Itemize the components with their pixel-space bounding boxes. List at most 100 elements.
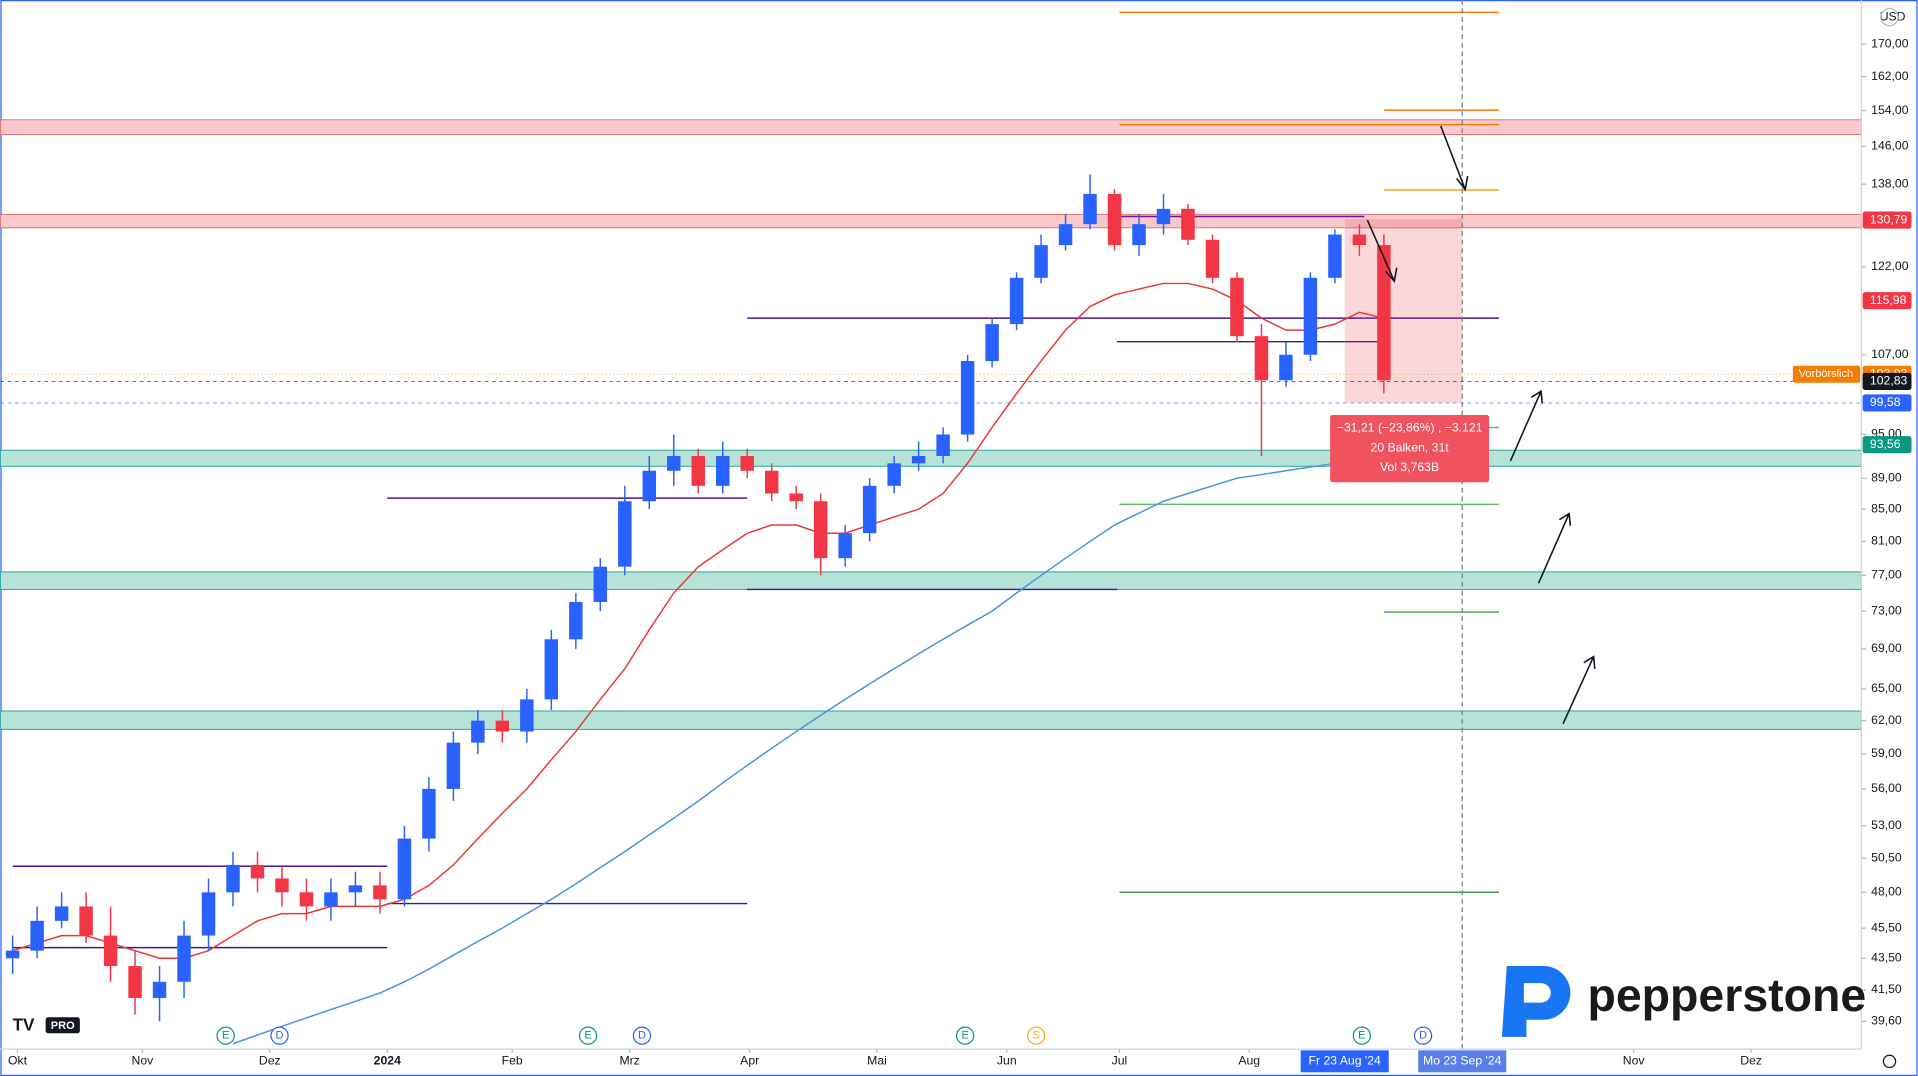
candle-body	[1034, 245, 1048, 278]
candle-body	[250, 864, 265, 879]
x-tick-label: Aug	[1238, 1054, 1260, 1068]
candle-body	[960, 361, 975, 435]
candle-body	[422, 788, 436, 839]
y-tick-label: 43,50	[1871, 951, 1902, 965]
event-label: E	[222, 1030, 229, 1042]
candle-body	[1377, 245, 1391, 381]
y-tick-label: 41,50	[1871, 982, 1902, 996]
date-label: Fr 23 Aug '24	[1309, 1054, 1382, 1068]
y-tick-label: 154,00	[1871, 103, 1909, 117]
price-label-bg	[1862, 436, 1912, 454]
price-label: 102,83	[1870, 374, 1908, 388]
candle-body	[324, 892, 338, 907]
candle-body	[1230, 277, 1244, 337]
zone	[0, 213, 1862, 229]
event-label: E	[584, 1030, 591, 1042]
logo-cut	[1523, 983, 1551, 1003]
x-tick-label: Dez	[1740, 1054, 1762, 1068]
price-tag-bg	[1792, 365, 1861, 383]
x-tick-label: 2024	[374, 1054, 401, 1068]
price-label-bg	[1862, 394, 1912, 412]
x-tick-label: Nov	[132, 1054, 155, 1068]
candle-body	[1352, 234, 1367, 246]
event-marker[interactable]	[216, 1026, 235, 1045]
event-marker[interactable]	[270, 1026, 289, 1045]
zone	[0, 710, 1862, 730]
candle-body	[1058, 224, 1073, 246]
y-tick-label: 107,00	[1871, 347, 1909, 361]
candle-body	[1303, 277, 1318, 355]
y-tick-label: 146,00	[1871, 139, 1909, 153]
candle-body	[471, 720, 485, 743]
candle-body	[911, 456, 926, 464]
price-label: 130,79	[1870, 212, 1908, 226]
event-label: D	[276, 1030, 284, 1042]
candle-body	[667, 456, 681, 471]
event-marker[interactable]	[955, 1026, 975, 1045]
y-tick-label: 85,00	[1871, 501, 1902, 515]
measure-label-bg	[1330, 415, 1490, 483]
candle-body	[569, 602, 583, 640]
arrows	[1366, 125, 1596, 725]
x-tick-label: Jul	[1112, 1054, 1128, 1068]
y-tick-label: 45,50	[1871, 920, 1902, 934]
y-tick-label: 73,00	[1871, 603, 1902, 617]
candle-body	[1328, 234, 1342, 278]
candle-body	[79, 906, 93, 936]
candle-body	[618, 501, 632, 567]
candle-body	[716, 456, 730, 486]
event-marker[interactable]	[632, 1026, 652, 1045]
candle-body	[838, 533, 852, 559]
tv-mark: TV	[13, 1015, 35, 1034]
y-tick-label: 81,00	[1871, 534, 1902, 548]
candle-body	[1279, 354, 1293, 381]
candle-body	[103, 935, 118, 967]
brand-name: pepperstone	[1587, 969, 1866, 1021]
x-tick-label: Feb	[502, 1054, 523, 1068]
settings-icon[interactable]	[1882, 1054, 1897, 1069]
event-label: D	[638, 1030, 646, 1042]
zone	[0, 119, 1862, 135]
candle-body	[862, 485, 877, 534]
event-label: E	[961, 1030, 968, 1042]
x-tick-label: Okt	[8, 1054, 28, 1068]
date-label: Mo 23 Sep '24	[1423, 1054, 1502, 1068]
x-tick-label: Jun	[997, 1054, 1017, 1068]
tv-logo: TV PRO	[13, 1015, 80, 1034]
price-label: 93,56	[1870, 437, 1901, 451]
y-tick-label: 48,00	[1871, 885, 1902, 899]
candle-body	[520, 699, 534, 732]
price-tag: Vorbörslich	[1799, 368, 1853, 380]
y-tick-label: 69,00	[1871, 641, 1902, 655]
candle-body	[642, 470, 657, 502]
candle-body	[936, 434, 950, 457]
candle-body	[201, 892, 216, 936]
y-tick-label: 77,00	[1871, 568, 1902, 582]
arrow	[1562, 655, 1596, 725]
candle-body	[30, 920, 44, 951]
measure-box	[1344, 219, 1463, 403]
event-marker[interactable]	[1352, 1026, 1372, 1045]
event-marker[interactable]	[1413, 1026, 1433, 1045]
x-tick-label: Nov	[1623, 1054, 1646, 1068]
price-label: 99,58	[1870, 395, 1901, 409]
y-tick-label: 62,00	[1871, 713, 1902, 727]
x-tick-label: Mrz	[620, 1054, 640, 1068]
brand-logo: pepperstone	[1501, 965, 1866, 1037]
y-tick-label: 56,00	[1871, 781, 1902, 795]
x-tick-label: Dez	[259, 1054, 281, 1068]
event-marker[interactable]	[1027, 1026, 1046, 1045]
candle-body	[446, 742, 461, 789]
candle-body	[1205, 239, 1220, 278]
candle-body	[5, 950, 20, 959]
scale-icon[interactable]	[1880, 7, 1899, 27]
candle-body	[373, 885, 387, 900]
event-marker[interactable]	[578, 1026, 598, 1045]
y-tick-label: 53,00	[1871, 818, 1902, 832]
candle-body	[593, 566, 608, 603]
badge-text: PRO	[51, 1020, 75, 1032]
candle-body	[691, 456, 705, 486]
